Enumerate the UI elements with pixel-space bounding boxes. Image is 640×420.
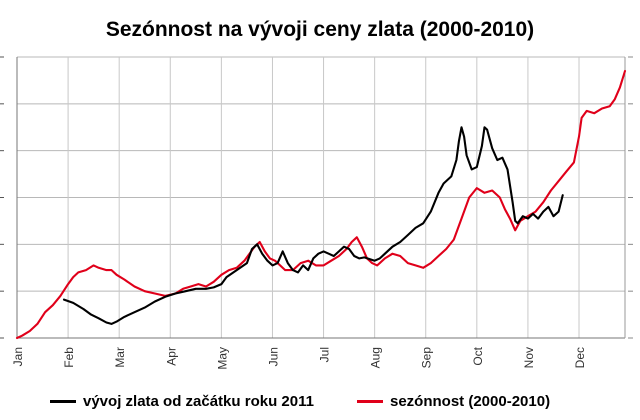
axes — [0, 56, 633, 339]
x-tick-label: Feb — [62, 347, 76, 368]
x-tick-label: Sep — [420, 347, 434, 369]
x-tick-label: May — [215, 347, 229, 370]
series-lines — [15, 69, 627, 340]
grid — [16, 56, 625, 339]
x-tick-label: Jun — [266, 347, 280, 366]
x-tick-labels: Jan Feb Mar Apr May Jun Jul Aug Sep Oct Nov Dec — [11, 346, 587, 369]
x-tick-label: Jan — [11, 347, 25, 366]
chart-title: Sezónnost na vývoji ceny zlata (2000-201… — [105, 18, 535, 41]
x-tick-label: Jul — [318, 347, 332, 362]
x-tick-label: Mar — [113, 347, 127, 368]
legend-swatch-red — [357, 400, 383, 403]
x-tick-label: Nov — [522, 347, 536, 368]
series-line-seasonality — [15, 69, 627, 340]
legend-label-seasonality: sezónnost (2000-2010) — [390, 393, 551, 410]
legend-item-gold-2011: vývoj zlata od začátku roku 2011 — [50, 393, 314, 410]
legend-item-seasonality: sezónnost (2000-2010) — [357, 393, 550, 410]
x-tick-label: Aug — [369, 347, 383, 368]
x-tick-label: Apr — [164, 347, 178, 366]
series-line-gold-2011 — [62, 126, 564, 325]
legend-label-gold-2011: vývoj zlata od začátku roku 2011 — [83, 393, 314, 410]
legend-swatch-black — [50, 400, 76, 403]
x-tick-label: Dec — [573, 347, 587, 368]
x-tick-label: Oct — [471, 346, 485, 365]
